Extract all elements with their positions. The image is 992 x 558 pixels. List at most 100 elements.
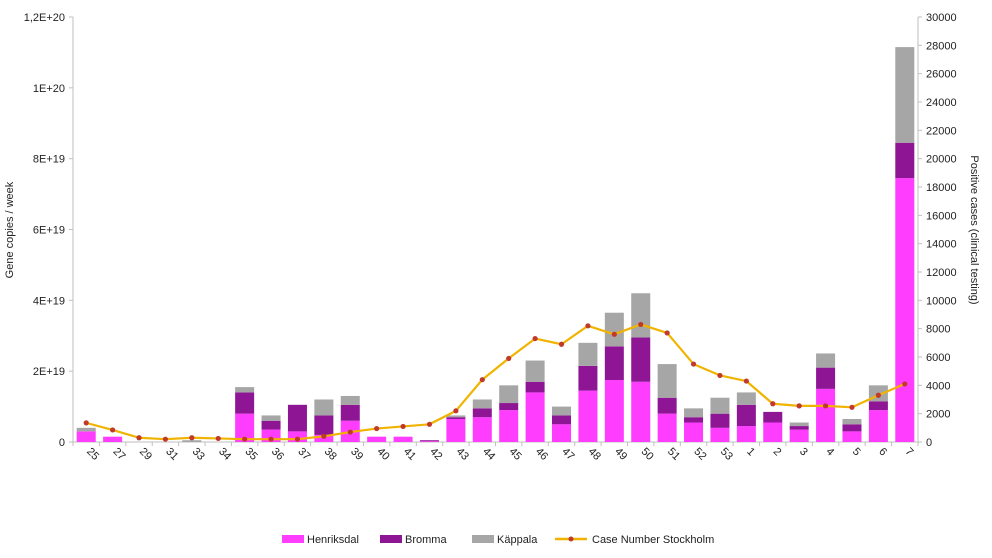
- x-tick-label: 39: [348, 446, 365, 463]
- bar-henriksdal: [419, 441, 439, 442]
- case-number-point: [690, 361, 697, 367]
- bar-henriksdal: [710, 427, 730, 442]
- x-tick-label: 48: [586, 446, 603, 463]
- x-tick-label: 38: [322, 446, 339, 463]
- case-number-point: [558, 341, 565, 347]
- bar-bromma: [552, 415, 572, 425]
- case-number-point: [479, 377, 485, 383]
- x-tick-label: 47: [559, 446, 576, 463]
- bar-bromma: [419, 440, 439, 442]
- x-tick-label: 44: [480, 446, 497, 463]
- bar-bromma: [631, 337, 651, 382]
- y2-tick-label: 26000: [926, 69, 957, 81]
- bars: [76, 47, 915, 443]
- case-number-point: [875, 392, 881, 398]
- legend-swatch-case-marker: [568, 536, 574, 542]
- case-number-point: [770, 401, 776, 407]
- x-tick-label: 50: [639, 446, 656, 463]
- x-tick-label: 4: [823, 446, 836, 459]
- bar-henriksdal: [657, 413, 677, 442]
- bar-k-ppala: [182, 440, 202, 442]
- case-number-line: [85, 323, 906, 441]
- x-tick-label: 35: [243, 446, 260, 463]
- bar-henriksdal: [895, 178, 915, 443]
- bar-k-ppala: [499, 385, 519, 404]
- bar-henriksdal: [816, 388, 836, 442]
- bar-henriksdal: [499, 410, 519, 442]
- bar-henriksdal: [789, 429, 809, 442]
- x-tick-label: 25: [84, 446, 101, 463]
- y-tick-label: 1,2E+20: [24, 12, 65, 24]
- bar-bromma: [868, 401, 888, 411]
- case-number-point: [426, 421, 433, 427]
- bar-bromma: [789, 426, 809, 430]
- case-number-point: [321, 433, 327, 439]
- y2-tick-label: 14000: [926, 239, 957, 251]
- bar-bromma: [763, 411, 783, 423]
- bar-bromma: [816, 367, 836, 389]
- case-number-point: [136, 435, 142, 441]
- y2-tick-label: 12000: [926, 267, 957, 279]
- bar-bromma: [657, 397, 677, 414]
- case-number-point: [453, 408, 459, 414]
- case-number-point: [294, 436, 301, 442]
- x-tick-label: 27: [110, 446, 127, 463]
- y2-tick-label: 24000: [926, 97, 957, 109]
- case-number-point: [822, 403, 829, 409]
- bar-henriksdal: [76, 431, 96, 442]
- bar-henriksdal: [446, 418, 466, 442]
- case-number-point: [611, 331, 617, 337]
- bar-k-ppala: [446, 415, 466, 418]
- case-number-point: [110, 427, 116, 433]
- bar-henriksdal: [868, 410, 888, 442]
- y-tick-label: 6E+19: [33, 225, 65, 237]
- legend-label-henriksdal: Henriksdal: [307, 534, 359, 546]
- bar-bromma: [287, 404, 307, 432]
- bar-henriksdal: [736, 426, 756, 442]
- bar-bromma: [525, 381, 545, 393]
- bar-henriksdal: [578, 390, 598, 442]
- bar-k-ppala: [314, 399, 334, 416]
- x-tick-label: 46: [533, 446, 550, 463]
- case-number-point: [162, 436, 169, 442]
- y-tick-label: 0: [59, 437, 65, 449]
- legend-swatch-bromma: [380, 535, 402, 543]
- x-tick-label: 43: [454, 446, 471, 463]
- x-tick-label: 7: [903, 446, 916, 459]
- x-tick-label: 37: [295, 446, 312, 463]
- case-number-point: [83, 420, 89, 426]
- y2-tick-label: 16000: [926, 210, 957, 222]
- x-tick-label: 49: [612, 446, 629, 463]
- x-tick-label: 52: [691, 446, 708, 463]
- x-tick-label: 36: [269, 446, 286, 463]
- y2-tick-label: 8000: [926, 324, 950, 336]
- legend-label-bromma: Bromma: [405, 534, 447, 546]
- bar-k-ppala: [895, 47, 915, 143]
- bar-k-ppala: [261, 415, 281, 421]
- x-tick-label: 53: [718, 446, 735, 463]
- bar-henriksdal: [631, 381, 651, 442]
- x-tick-label: 42: [427, 446, 444, 463]
- x-tick-label: 34: [216, 446, 233, 463]
- x-tick-label: 51: [665, 446, 682, 463]
- bar-bromma: [340, 404, 360, 421]
- y2-tick-label: 22000: [926, 125, 957, 137]
- axes: [69, 16, 922, 446]
- bar-k-ppala: [631, 293, 651, 338]
- y-tick-label: 1E+20: [33, 83, 65, 95]
- case-number-point: [268, 436, 274, 442]
- case-number-point: [849, 404, 855, 410]
- x-tick-label: 45: [507, 446, 524, 463]
- case-number-point: [796, 403, 802, 409]
- case-number-point: [902, 381, 908, 387]
- bar-k-ppala: [76, 427, 96, 432]
- bar-bromma: [446, 417, 466, 419]
- x-tick-label: 41: [401, 446, 418, 463]
- x-tick-label: 6: [876, 446, 889, 459]
- bar-henriksdal: [103, 436, 123, 442]
- bar-k-ppala: [525, 360, 545, 382]
- y2-tick-label: 18000: [926, 182, 957, 194]
- x-tick-label: 1: [744, 446, 757, 459]
- x-tick-label: 5: [850, 446, 863, 459]
- bar-k-ppala: [552, 406, 572, 416]
